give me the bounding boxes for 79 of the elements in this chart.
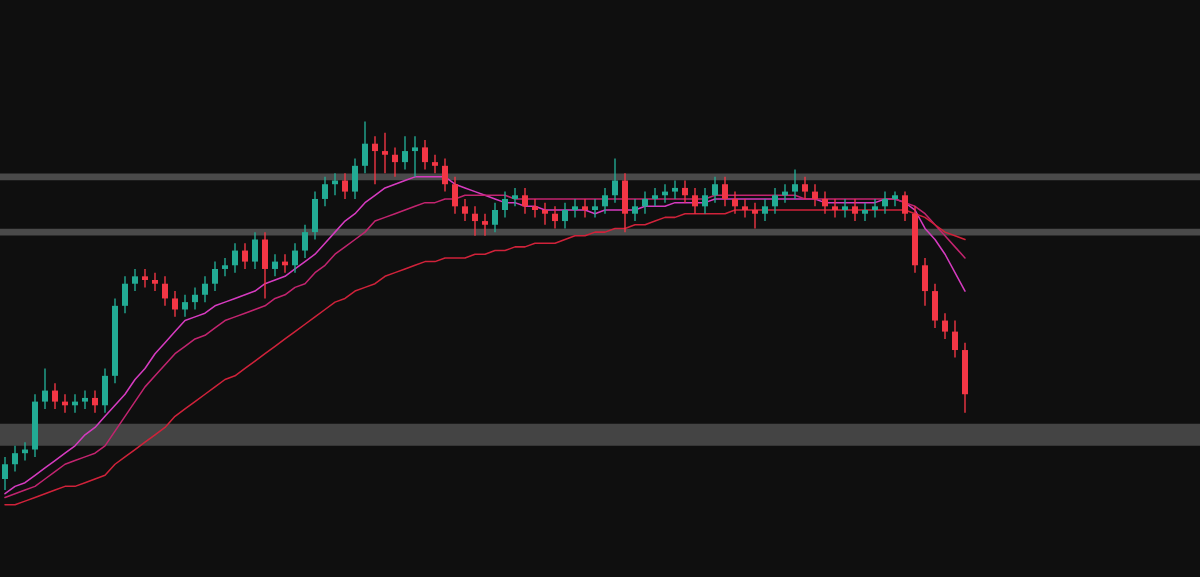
candlestick	[212, 260, 218, 292]
candlestick	[492, 201, 498, 233]
candlestick	[432, 154, 438, 174]
candlestick	[232, 242, 238, 274]
candlestick	[742, 198, 748, 219]
candlestick	[772, 187, 778, 215]
candlestick	[372, 135, 378, 185]
candlestick	[132, 268, 138, 292]
candlestick	[642, 190, 648, 215]
candlestick	[882, 190, 888, 215]
candlestick	[952, 319, 958, 359]
candlestick	[812, 183, 818, 208]
candlestick	[702, 187, 708, 215]
candlestick	[832, 198, 838, 219]
candlestick	[672, 179, 678, 200]
candlestick	[512, 187, 518, 208]
candlestick	[522, 187, 528, 215]
candlestick	[182, 294, 188, 318]
candlestick	[292, 242, 298, 274]
candlestick	[822, 190, 828, 215]
candlestick	[942, 312, 948, 340]
candlestick	[582, 198, 588, 219]
candlestick	[2, 456, 8, 491]
candlestick	[342, 172, 348, 200]
candlestick	[422, 139, 428, 171]
candlestick	[552, 205, 558, 230]
candlestick	[572, 198, 578, 219]
candlestick	[652, 187, 658, 208]
candlestick	[562, 201, 568, 230]
candlestick	[392, 146, 398, 178]
candlestick	[272, 253, 278, 278]
candlestick	[722, 176, 728, 208]
candlestick	[802, 176, 808, 200]
candlestick	[382, 131, 388, 174]
candlestick	[462, 198, 468, 222]
candlestick	[142, 268, 148, 289]
candlestick	[92, 389, 98, 414]
candlestick	[222, 257, 228, 278]
candlestick	[842, 198, 848, 219]
candlestick	[852, 198, 858, 222]
candlestick	[712, 176, 718, 204]
candlestick	[752, 201, 758, 230]
candlestick	[612, 157, 618, 204]
candlestick	[162, 275, 168, 307]
candlestick	[532, 198, 538, 219]
candlestick	[602, 187, 608, 215]
candlestick	[42, 367, 48, 410]
candlestick	[122, 275, 128, 314]
candlestick	[442, 157, 448, 193]
candlestick	[632, 198, 638, 222]
candlestick	[82, 389, 88, 410]
candlestick	[682, 179, 688, 204]
candlestick	[732, 190, 738, 215]
candlestick	[902, 190, 908, 222]
candlestick	[472, 205, 478, 237]
candlestick	[362, 120, 368, 174]
candlestick	[192, 286, 198, 311]
candlestick	[402, 135, 408, 171]
candlestick	[302, 224, 308, 259]
candlestick	[12, 445, 18, 473]
candlestick	[242, 242, 248, 270]
candlestick	[322, 176, 328, 208]
candlestick	[762, 198, 768, 222]
candlestick	[892, 190, 898, 208]
candlestick	[202, 275, 208, 303]
candlestick	[172, 290, 178, 318]
candlestick	[542, 201, 548, 226]
candlestick	[592, 198, 598, 219]
candlestick	[482, 213, 488, 237]
candlestick	[452, 176, 458, 215]
candlestick	[52, 382, 58, 410]
candlestick	[792, 168, 798, 200]
candlestick	[862, 201, 868, 222]
candlestick	[252, 231, 258, 270]
candlestick	[152, 271, 158, 292]
candlestick	[692, 187, 698, 215]
candlestick	[502, 190, 508, 219]
candlestick	[872, 198, 878, 219]
candlestick	[412, 135, 418, 178]
